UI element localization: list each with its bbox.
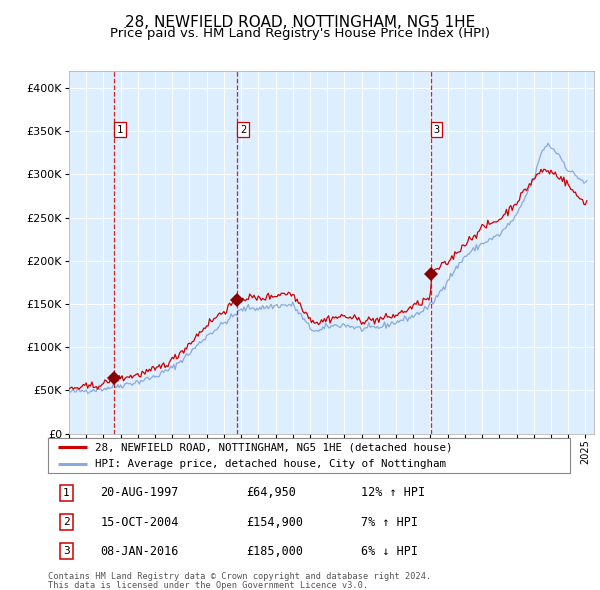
Text: £64,950: £64,950 [247, 486, 296, 500]
Text: 15-OCT-2004: 15-OCT-2004 [100, 516, 179, 529]
Text: £154,900: £154,900 [247, 516, 304, 529]
Text: £185,000: £185,000 [247, 545, 304, 558]
Text: 2: 2 [63, 517, 70, 527]
Text: This data is licensed under the Open Government Licence v3.0.: This data is licensed under the Open Gov… [48, 581, 368, 590]
Text: 28, NEWFIELD ROAD, NOTTINGHAM, NG5 1HE (detached house): 28, NEWFIELD ROAD, NOTTINGHAM, NG5 1HE (… [95, 442, 452, 453]
Text: 20-AUG-1997: 20-AUG-1997 [100, 486, 179, 500]
Text: 3: 3 [63, 546, 70, 556]
Text: 28, NEWFIELD ROAD, NOTTINGHAM, NG5 1HE: 28, NEWFIELD ROAD, NOTTINGHAM, NG5 1HE [125, 15, 475, 30]
Text: 7% ↑ HPI: 7% ↑ HPI [361, 516, 418, 529]
Text: 1: 1 [63, 488, 70, 498]
Text: 6% ↓ HPI: 6% ↓ HPI [361, 545, 418, 558]
Text: 12% ↑ HPI: 12% ↑ HPI [361, 486, 425, 500]
Text: 2: 2 [240, 124, 247, 135]
Text: 08-JAN-2016: 08-JAN-2016 [100, 545, 179, 558]
Text: HPI: Average price, detached house, City of Nottingham: HPI: Average price, detached house, City… [95, 458, 446, 468]
Text: 1: 1 [117, 124, 123, 135]
Text: 3: 3 [434, 124, 440, 135]
Text: Contains HM Land Registry data © Crown copyright and database right 2024.: Contains HM Land Registry data © Crown c… [48, 572, 431, 581]
Text: Price paid vs. HM Land Registry's House Price Index (HPI): Price paid vs. HM Land Registry's House … [110, 27, 490, 40]
